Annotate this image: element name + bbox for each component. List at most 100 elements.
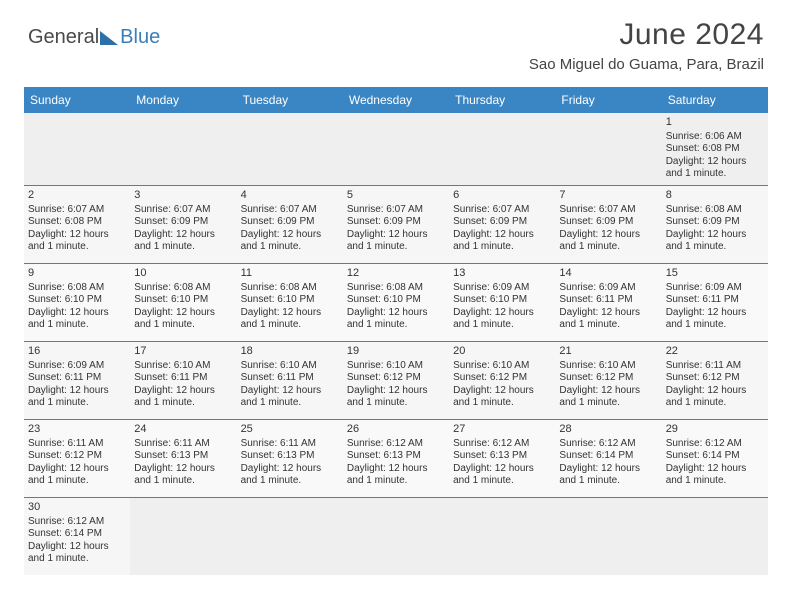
month-title: June 2024 [529,18,764,52]
calendar-cell: 12Sunrise: 6:08 AMSunset: 6:10 PMDayligh… [343,263,449,341]
daylight-text: Daylight: 12 hours and 1 minute. [453,385,551,410]
calendar-cell: 4Sunrise: 6:07 AMSunset: 6:09 PMDaylight… [237,185,343,263]
day-number: 3 [134,189,232,203]
calendar-cell: 23Sunrise: 6:11 AMSunset: 6:12 PMDayligh… [24,419,130,497]
day-number: 25 [241,423,339,437]
sunrise-text: Sunrise: 6:08 AM [28,282,126,295]
sunset-text: Sunset: 6:11 PM [241,372,339,385]
day-number: 24 [134,423,232,437]
sunrise-text: Sunrise: 6:08 AM [347,282,445,295]
sunset-text: Sunset: 6:11 PM [559,294,657,307]
day-details: Sunrise: 6:10 AMSunset: 6:12 PMDaylight:… [347,360,445,410]
sunset-text: Sunset: 6:13 PM [241,450,339,463]
daylight-text: Daylight: 12 hours and 1 minute. [134,385,232,410]
day-number: 4 [241,189,339,203]
daylight-text: Daylight: 12 hours and 1 minute. [28,385,126,410]
sunset-text: Sunset: 6:12 PM [559,372,657,385]
day-details: Sunrise: 6:06 AMSunset: 6:08 PMDaylight:… [666,131,764,181]
day-number: 20 [453,345,551,359]
sunrise-text: Sunrise: 6:09 AM [453,282,551,295]
col-sunday: Sunday [24,87,130,113]
title-block: June 2024 Sao Miguel do Guama, Para, Bra… [529,18,764,73]
daylight-text: Daylight: 12 hours and 1 minute. [453,307,551,332]
calendar-cell [449,113,555,185]
calendar-body: 1Sunrise: 6:06 AMSunset: 6:08 PMDaylight… [24,113,768,575]
daylight-text: Daylight: 12 hours and 1 minute. [666,385,764,410]
calendar-week-row: 16Sunrise: 6:09 AMSunset: 6:11 PMDayligh… [24,341,768,419]
day-number: 29 [666,423,764,437]
daylight-text: Daylight: 12 hours and 1 minute. [666,156,764,181]
daylight-text: Daylight: 12 hours and 1 minute. [347,307,445,332]
calendar-cell: 18Sunrise: 6:10 AMSunset: 6:11 PMDayligh… [237,341,343,419]
daylight-text: Daylight: 12 hours and 1 minute. [559,307,657,332]
calendar-cell: 29Sunrise: 6:12 AMSunset: 6:14 PMDayligh… [662,419,768,497]
sunrise-text: Sunrise: 6:07 AM [28,204,126,217]
day-details: Sunrise: 6:11 AMSunset: 6:13 PMDaylight:… [241,438,339,488]
sunrise-text: Sunrise: 6:08 AM [134,282,232,295]
sunset-text: Sunset: 6:11 PM [666,294,764,307]
daylight-text: Daylight: 12 hours and 1 minute. [347,385,445,410]
calendar-week-row: 1Sunrise: 6:06 AMSunset: 6:08 PMDaylight… [24,113,768,185]
sunset-text: Sunset: 6:12 PM [347,372,445,385]
day-number: 16 [28,345,126,359]
day-number: 15 [666,267,764,281]
day-number: 10 [134,267,232,281]
daylight-text: Daylight: 12 hours and 1 minute. [666,229,764,254]
calendar-cell: 28Sunrise: 6:12 AMSunset: 6:14 PMDayligh… [555,419,661,497]
daylight-text: Daylight: 12 hours and 1 minute. [134,463,232,488]
daylight-text: Daylight: 12 hours and 1 minute. [559,229,657,254]
calendar-cell: 14Sunrise: 6:09 AMSunset: 6:11 PMDayligh… [555,263,661,341]
sunrise-text: Sunrise: 6:10 AM [347,360,445,373]
day-number: 8 [666,189,764,203]
sunset-text: Sunset: 6:14 PM [28,528,126,541]
col-monday: Monday [130,87,236,113]
sunrise-text: Sunrise: 6:09 AM [666,282,764,295]
day-details: Sunrise: 6:09 AMSunset: 6:11 PMDaylight:… [666,282,764,332]
calendar-cell: 13Sunrise: 6:09 AMSunset: 6:10 PMDayligh… [449,263,555,341]
logo-text-general: General [28,26,99,49]
day-number: 6 [453,189,551,203]
sunset-text: Sunset: 6:08 PM [28,216,126,229]
calendar-cell: 9Sunrise: 6:08 AMSunset: 6:10 PMDaylight… [24,263,130,341]
col-saturday: Saturday [662,87,768,113]
daylight-text: Daylight: 12 hours and 1 minute. [347,463,445,488]
daylight-text: Daylight: 12 hours and 1 minute. [241,385,339,410]
day-number: 11 [241,267,339,281]
calendar-week-row: 23Sunrise: 6:11 AMSunset: 6:12 PMDayligh… [24,419,768,497]
sunrise-text: Sunrise: 6:07 AM [134,204,232,217]
sunrise-text: Sunrise: 6:10 AM [241,360,339,373]
sunset-text: Sunset: 6:13 PM [347,450,445,463]
day-number: 2 [28,189,126,203]
calendar-cell: 16Sunrise: 6:09 AMSunset: 6:11 PMDayligh… [24,341,130,419]
daylight-text: Daylight: 12 hours and 1 minute. [347,229,445,254]
daylight-text: Daylight: 12 hours and 1 minute. [28,541,126,566]
sunrise-text: Sunrise: 6:11 AM [28,438,126,451]
day-number: 21 [559,345,657,359]
day-details: Sunrise: 6:08 AMSunset: 6:09 PMDaylight:… [666,204,764,254]
sunrise-text: Sunrise: 6:09 AM [28,360,126,373]
calendar-cell: 25Sunrise: 6:11 AMSunset: 6:13 PMDayligh… [237,419,343,497]
daylight-text: Daylight: 12 hours and 1 minute. [241,307,339,332]
day-number: 13 [453,267,551,281]
calendar-cell: 19Sunrise: 6:10 AMSunset: 6:12 PMDayligh… [343,341,449,419]
day-number: 30 [28,501,126,515]
day-number: 1 [666,116,764,130]
col-thursday: Thursday [449,87,555,113]
day-number: 23 [28,423,126,437]
sunset-text: Sunset: 6:09 PM [666,216,764,229]
day-details: Sunrise: 6:08 AMSunset: 6:10 PMDaylight:… [28,282,126,332]
calendar-cell [555,497,661,575]
day-details: Sunrise: 6:12 AMSunset: 6:13 PMDaylight:… [453,438,551,488]
daylight-text: Daylight: 12 hours and 1 minute. [134,229,232,254]
sunset-text: Sunset: 6:10 PM [453,294,551,307]
calendar-cell: 6Sunrise: 6:07 AMSunset: 6:09 PMDaylight… [449,185,555,263]
sunrise-text: Sunrise: 6:11 AM [666,360,764,373]
calendar-header-row: Sunday Monday Tuesday Wednesday Thursday… [24,87,768,113]
col-tuesday: Tuesday [237,87,343,113]
day-number: 27 [453,423,551,437]
calendar-cell: 7Sunrise: 6:07 AMSunset: 6:09 PMDaylight… [555,185,661,263]
day-details: Sunrise: 6:12 AMSunset: 6:14 PMDaylight:… [559,438,657,488]
day-details: Sunrise: 6:10 AMSunset: 6:11 PMDaylight:… [241,360,339,410]
sunrise-text: Sunrise: 6:09 AM [559,282,657,295]
sunset-text: Sunset: 6:09 PM [453,216,551,229]
